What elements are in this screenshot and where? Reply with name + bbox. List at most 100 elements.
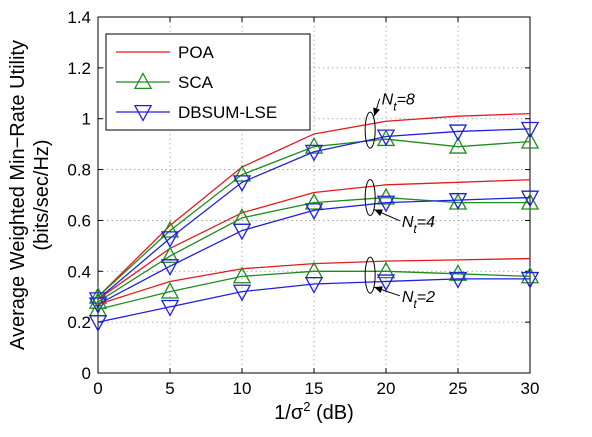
data-point-marker	[520, 271, 540, 289]
series-line	[97, 196, 530, 303]
data-point-marker	[160, 220, 180, 238]
data-point-marker	[376, 195, 396, 213]
data-point-marker	[232, 266, 252, 284]
data-point-marker	[160, 231, 180, 249]
series-lines	[88, 112, 540, 333]
annotations: Nt=8Nt=4Nt=2	[364, 92, 435, 311]
series-sca-nt2	[88, 261, 540, 317]
legend-label: SCA	[178, 73, 214, 92]
annotation-arrow-head	[374, 209, 383, 216]
x-axis-label-sup: 2	[303, 399, 310, 414]
y-tick-label: 1	[82, 110, 91, 129]
legend-marker	[133, 104, 153, 122]
annotation-subscript: t	[413, 222, 417, 236]
series-dbsum-lse-nt8	[88, 121, 540, 310]
data-point-marker	[376, 129, 396, 147]
data-point-marker	[376, 261, 396, 279]
annotation-nt4: Nt=4	[364, 179, 435, 236]
annotation-nt8: Nt=8	[364, 92, 415, 149]
data-point-marker	[304, 192, 324, 210]
axis-ticks: 0 5 10 15 20 25 30 0 0.2 0.4 0.6 0.8 1 1.2 1.4	[67, 8, 539, 398]
group-ellipse	[364, 256, 376, 294]
annotation-arrow-head	[373, 107, 380, 117]
data-point-marker	[448, 271, 468, 289]
series-line	[97, 128, 531, 300]
data-point-marker	[520, 131, 540, 149]
data-point-marker	[520, 190, 540, 208]
x-tick-label: 20	[377, 379, 396, 398]
data-point-marker	[232, 175, 252, 193]
legend-entry-sca: SCA	[116, 72, 214, 92]
legend-label: DBSUM-LSE	[178, 103, 277, 122]
series-line	[97, 112, 531, 298]
data-point-marker	[232, 284, 252, 302]
y-tick-label: 0.6	[67, 211, 91, 230]
annotation-value: =8	[397, 92, 415, 109]
annotation-label: Nt=2	[402, 289, 435, 311]
data-point-marker	[376, 274, 396, 292]
data-point-marker	[88, 297, 108, 315]
data-point-marker	[304, 203, 324, 221]
data-point-marker	[160, 281, 180, 299]
annotation-label: Nt=8	[382, 92, 415, 114]
y-tick-label: 1.4	[67, 8, 91, 27]
x-tick-label: 30	[521, 379, 540, 398]
annotation-arrow-head	[374, 286, 383, 293]
x-tick-label: 25	[449, 379, 468, 398]
legend-marker	[133, 72, 153, 90]
x-axis-label: 1/σ2 (dB)	[274, 399, 354, 424]
annotation-symbol: N	[402, 289, 414, 306]
annotation-value: =4	[417, 214, 435, 231]
data-point-marker	[448, 136, 468, 154]
data-point-marker	[520, 121, 540, 139]
data-point-marker	[88, 315, 108, 333]
series-line	[97, 196, 531, 305]
legend-entry-dbsum-lse: DBSUM-LSE	[116, 103, 277, 122]
data-point-marker	[304, 144, 324, 162]
y-tick-label: 0.2	[67, 313, 91, 332]
data-point-marker	[520, 192, 540, 210]
annotation-subscript: t	[413, 297, 417, 311]
series-line	[97, 138, 531, 298]
data-point-marker	[232, 164, 252, 182]
x-axis-label-main: 1/σ	[274, 402, 304, 424]
annotation-subscript: t	[393, 100, 397, 114]
annotation-nt2: Nt=2	[364, 256, 435, 311]
group-ellipse	[364, 179, 376, 217]
data-point-marker	[520, 266, 540, 284]
y-axis-label: Average Weighted Min−Rate Utility	[7, 40, 29, 350]
legend: POA SCA DBSUM-LSE	[105, 33, 311, 131]
y-tick-label: 0.4	[67, 262, 91, 281]
data-point-marker	[160, 246, 180, 264]
annotation-symbol: N	[402, 214, 414, 231]
series-dbsum-lse-nt4	[88, 190, 540, 315]
x-tick-label: 15	[305, 379, 324, 398]
data-point-marker	[448, 193, 468, 210]
series-poa-nt8	[97, 112, 531, 298]
annotation-label: Nt=4	[402, 214, 435, 236]
y-axis-label-unit: (bits/sec/Hz)	[31, 139, 53, 250]
group-ellipse	[364, 111, 376, 149]
series-line	[97, 270, 531, 311]
annotation-value: =2	[417, 289, 435, 306]
data-point-marker	[304, 276, 324, 294]
data-point-marker	[160, 299, 180, 317]
series-line	[97, 278, 530, 323]
legend-entry-poa: POA	[116, 43, 215, 62]
series-dbsum-lse-nt2	[88, 271, 540, 333]
x-tick-label: 5	[165, 379, 174, 398]
data-point-marker	[88, 291, 108, 309]
data-point-marker	[160, 259, 180, 277]
x-axis-label-unit: (dB)	[310, 402, 353, 424]
data-point-marker	[448, 124, 468, 142]
y-tick-label: 1.2	[67, 59, 91, 78]
y-tick-label: 0.8	[67, 161, 91, 180]
x-tick-label: 0	[93, 379, 102, 398]
annotation-symbol: N	[382, 92, 394, 109]
legend-label: POA	[178, 43, 215, 62]
data-point-marker	[232, 223, 252, 241]
y-tick-label: 0	[82, 364, 91, 383]
x-tick-label: 10	[233, 379, 252, 398]
